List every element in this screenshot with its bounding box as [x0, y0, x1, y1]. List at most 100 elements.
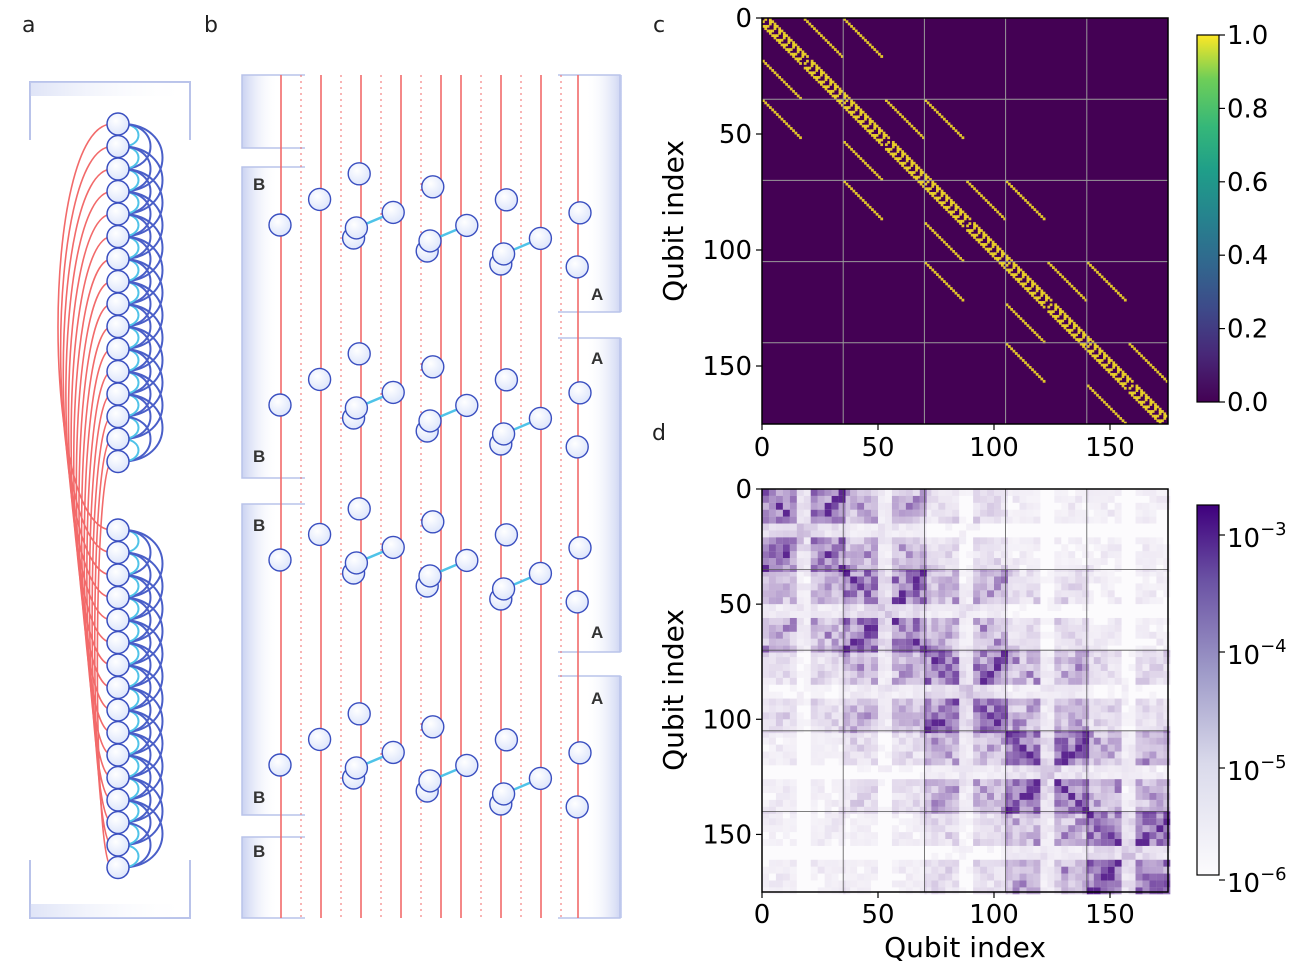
matrix-entry	[1084, 347, 1088, 351]
matrix-entry	[931, 664, 939, 671]
matrix-entry	[838, 866, 846, 874]
matrix-entry	[1079, 338, 1083, 341]
matrix-entry	[1012, 664, 1020, 671]
matrix-entry	[1156, 758, 1164, 766]
matrix-entry	[898, 617, 906, 625]
matrix-entry	[1072, 326, 1076, 330]
matrix-entry	[831, 744, 839, 752]
matrix-entry	[1012, 811, 1020, 819]
matrix-entry	[843, 569, 851, 577]
matrix-entry	[975, 233, 979, 237]
matrix-entry	[857, 698, 865, 706]
matrix-entry	[820, 82, 823, 86]
matrix-entry	[1142, 852, 1150, 860]
matrix-entry	[938, 765, 946, 773]
matrix-entry	[1005, 852, 1013, 860]
matrix-entry	[762, 664, 769, 671]
qubit-node	[268, 753, 292, 777]
matrix-entry	[945, 880, 953, 888]
matrix-entry	[1082, 335, 1085, 339]
matrix-entry	[1000, 569, 1008, 577]
matrix-entry	[838, 677, 846, 685]
matrix-entry	[931, 811, 939, 819]
matrix-entry	[824, 657, 832, 665]
matrix-entry	[838, 818, 846, 826]
matrix-entry	[898, 650, 906, 658]
matrix-entry	[775, 551, 783, 559]
matrix-entry	[1017, 268, 1020, 272]
matrix-entry	[1086, 839, 1094, 846]
matrix-entry	[959, 698, 967, 706]
matrix-entry	[980, 825, 988, 833]
matrix-entry	[1035, 210, 1039, 214]
matrix-entry	[1128, 799, 1136, 807]
matrix-entry	[1108, 685, 1115, 692]
matrix-entry	[1126, 379, 1130, 383]
matrix-entry	[840, 89, 844, 93]
matrix-entry	[1082, 631, 1090, 639]
matrix-entry	[931, 611, 939, 618]
matrix-entry	[973, 664, 981, 671]
matrix-entry	[924, 806, 932, 814]
matrix-entry	[938, 551, 946, 559]
matrix-entry	[1019, 758, 1027, 766]
matrix-entry	[912, 751, 920, 759]
matrix-entry	[919, 171, 923, 174]
matrix-entry	[959, 765, 967, 773]
matrix-entry	[1033, 845, 1041, 853]
matrix-entry	[775, 811, 783, 819]
matrix-entry	[864, 677, 872, 685]
matrix-entry	[1019, 765, 1027, 773]
matrix-entry	[1121, 873, 1129, 881]
matrix-entry	[775, 751, 783, 759]
matrix-entry	[782, 705, 790, 713]
matrix-entry	[1054, 597, 1062, 605]
matrix-entry	[817, 832, 825, 840]
matrix-entry	[1149, 705, 1157, 713]
matrix-entry	[952, 210, 956, 214]
matrix-entry	[857, 792, 865, 800]
matrix-entry	[775, 645, 783, 653]
matrix-entry	[1052, 310, 1055, 314]
matrix-entry	[987, 576, 994, 584]
matrix-entry	[801, 50, 805, 54]
matrix-entry	[864, 786, 872, 793]
matrix-entry	[931, 705, 939, 713]
matrix-entry	[1012, 657, 1020, 665]
matrix-entry	[778, 29, 782, 33]
matrix-entry	[838, 495, 846, 503]
matrix-entry	[884, 677, 892, 685]
matrix-entry	[782, 792, 790, 800]
matrix-entry	[891, 638, 899, 646]
matrix-entry	[938, 779, 946, 787]
matrix-entry	[1012, 495, 1020, 503]
matrix-entry	[1144, 405, 1148, 409]
matrix-entry	[980, 657, 988, 665]
matrix-entry	[762, 99, 765, 102]
matrix-entry	[1121, 811, 1129, 819]
matrix-entry	[1086, 758, 1094, 766]
matrix-entry	[938, 537, 946, 545]
matrix-entry	[803, 523, 811, 531]
matrix-entry	[1142, 806, 1150, 814]
matrix-entry	[945, 859, 953, 867]
matrix-entry	[762, 489, 769, 496]
matrix-entry	[850, 705, 858, 713]
matrix-entry	[996, 245, 1000, 249]
matrix-entry	[1038, 287, 1041, 290]
matrix-entry	[1005, 806, 1013, 814]
matrix-entry	[924, 691, 932, 699]
matrix-entry	[1033, 564, 1041, 572]
matrix-entry	[952, 604, 960, 612]
matrix-entry	[843, 859, 851, 867]
matrix-entry	[1054, 317, 1058, 321]
matrix-entry	[931, 730, 939, 738]
matrix-entry	[931, 185, 935, 188]
matrix-entry	[906, 867, 913, 874]
matrix-entry	[963, 217, 967, 221]
qubit-node	[347, 342, 371, 366]
matrix-entry	[871, 677, 878, 685]
matrix-entry	[912, 818, 920, 826]
matrix-entry	[1000, 698, 1008, 706]
